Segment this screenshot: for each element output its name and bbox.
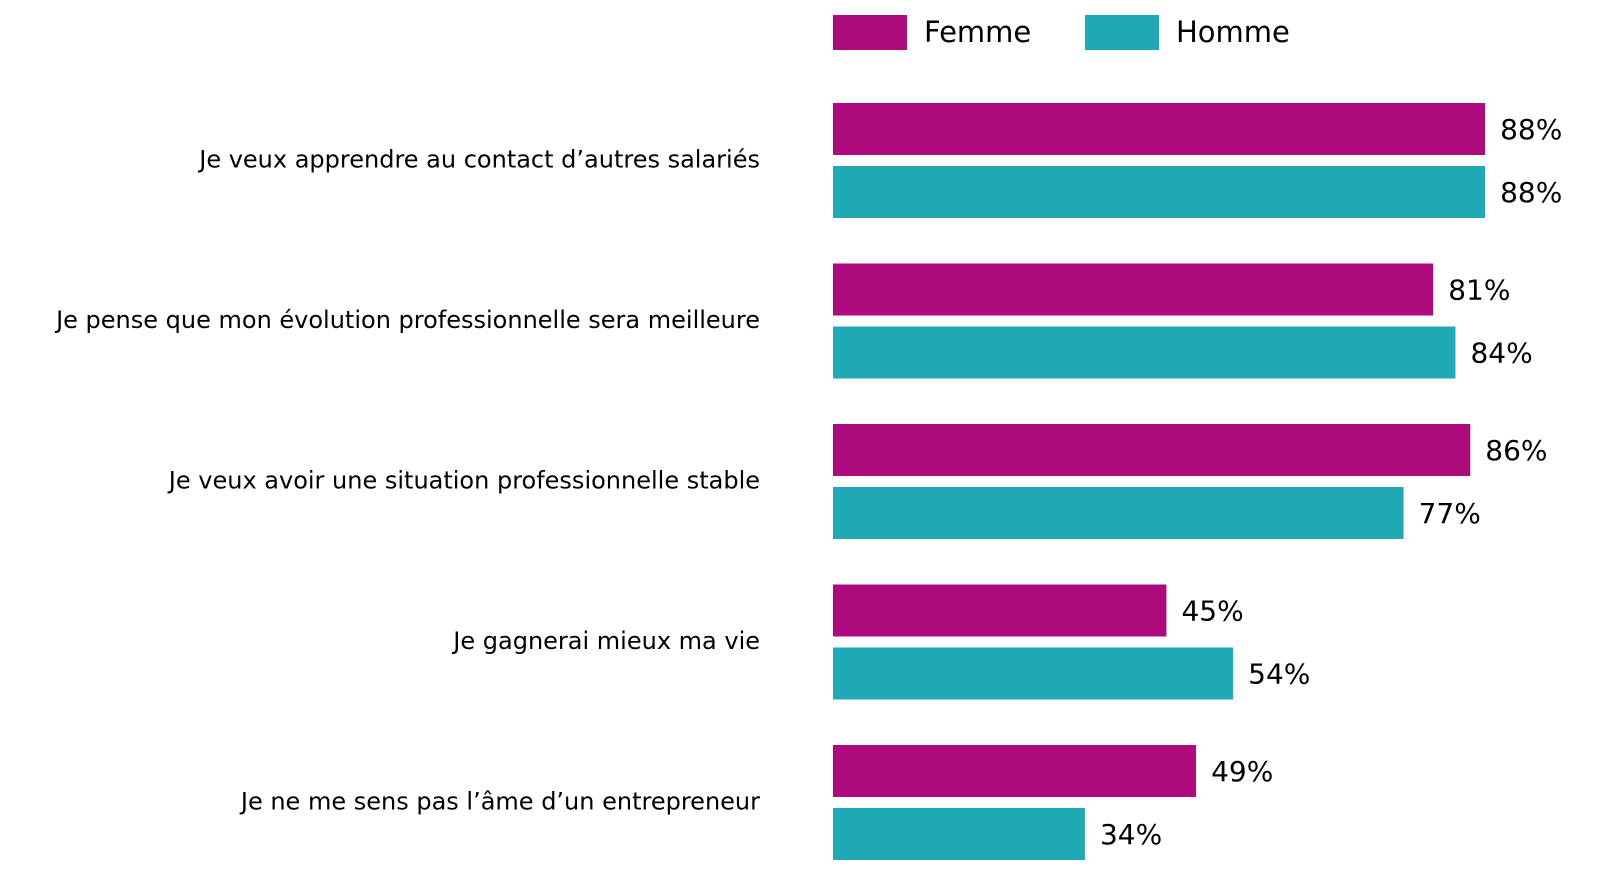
value-label: 77%: [1419, 497, 1481, 530]
bar: [833, 424, 1471, 476]
value-label: 34%: [1100, 818, 1162, 851]
legend-swatch: [1085, 15, 1159, 50]
bar: [833, 808, 1085, 860]
value-label: 49%: [1211, 755, 1273, 788]
category-label: Je gagnerai mieux ma vie: [451, 627, 760, 655]
legend-swatch: [833, 15, 907, 50]
category-label: Je pense que mon évolution professionnel…: [54, 306, 760, 334]
value-label: 81%: [1448, 274, 1510, 307]
category-label: Je veux avoir une situation professionne…: [167, 467, 760, 495]
value-label: 84%: [1470, 337, 1532, 370]
category-label: Je ne me sens pas l’âme d’un entrepreneu…: [239, 788, 760, 816]
bar: [833, 487, 1404, 539]
bar: [833, 326, 1456, 379]
value-label: 54%: [1248, 658, 1310, 691]
legend-label: Femme: [924, 15, 1031, 49]
category-label: Je veux apprendre au contact d’autres sa…: [197, 146, 760, 174]
bar: [833, 584, 1167, 637]
bar: [833, 103, 1486, 155]
value-label: 86%: [1485, 434, 1547, 467]
value-label: 45%: [1181, 595, 1243, 628]
bar: [833, 745, 1197, 797]
value-label: 88%: [1500, 176, 1562, 209]
bar: [833, 263, 1434, 316]
bar: [833, 166, 1486, 218]
bar: [833, 647, 1234, 700]
legend-label: Homme: [1176, 15, 1290, 49]
value-label: 88%: [1500, 113, 1562, 146]
